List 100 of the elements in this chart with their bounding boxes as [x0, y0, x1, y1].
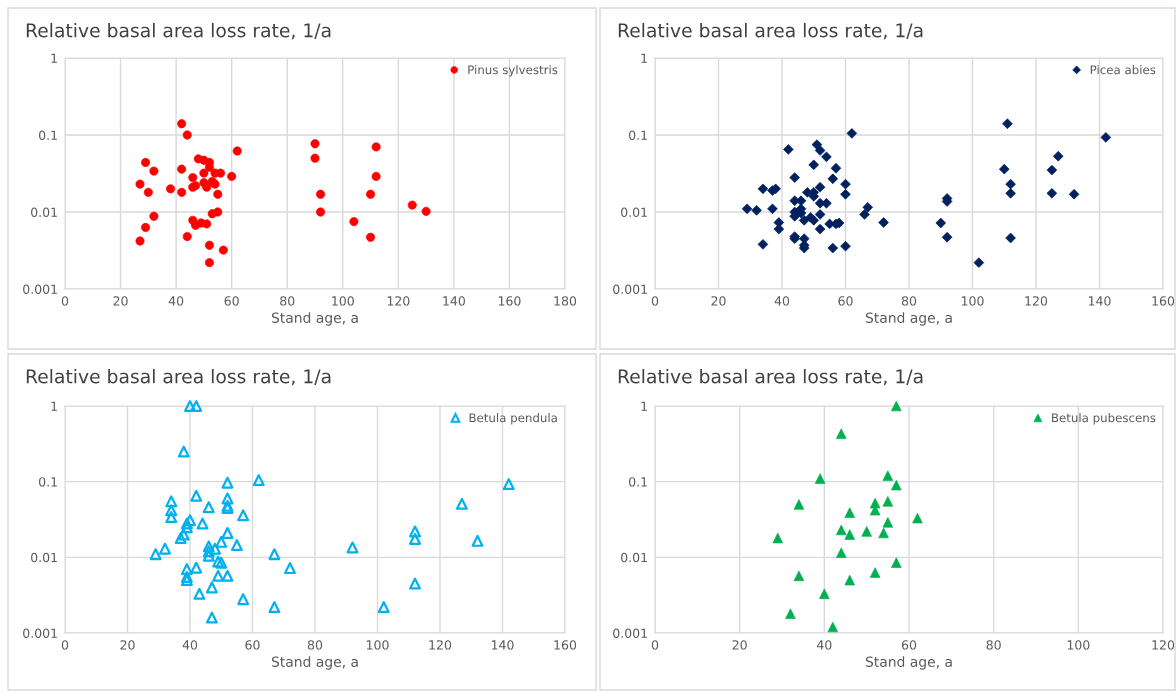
x-tick-label: 80	[986, 640, 1001, 650]
point	[165, 504, 178, 517]
x-tick-label: 140	[1088, 296, 1111, 306]
chart-title: Relative basal area loss rate, 1/a	[26, 368, 331, 386]
point	[177, 528, 190, 541]
point	[177, 445, 190, 458]
x-axis-title: Stand age, a	[865, 312, 952, 326]
chart-title: Relative basal area loss rate, 1/a	[26, 22, 331, 40]
y-tick-label: 0.1	[629, 130, 647, 140]
point	[184, 400, 196, 412]
point	[268, 548, 281, 561]
x-tick-label: 80	[280, 296, 295, 306]
y-tick-label: 0.01	[621, 207, 647, 217]
x-axis-title: Stand age, a	[271, 656, 358, 670]
y-tick-label: 1	[641, 53, 647, 63]
point	[221, 569, 234, 582]
y-tick-label: 1	[51, 401, 57, 411]
x-tick-label: 20	[120, 640, 135, 650]
y-tick-label: 0.001	[23, 284, 57, 294]
point	[190, 561, 203, 574]
x-tick-label: 0	[61, 640, 69, 650]
x-tick-label: 160	[554, 640, 577, 650]
point	[180, 563, 193, 576]
point	[205, 611, 218, 624]
point	[202, 540, 215, 553]
x-tick-label: 60	[838, 296, 853, 306]
y-tick-label: 0.1	[39, 130, 57, 140]
point	[471, 534, 484, 547]
point	[196, 517, 209, 530]
point	[174, 532, 187, 544]
legend-label: Picea abies	[1090, 65, 1156, 75]
x-tick-label: 20	[711, 296, 726, 306]
y-tick-label: 0.001	[613, 628, 647, 638]
x-tick-label: 0	[651, 640, 659, 650]
x-tick-label: 120	[1152, 640, 1175, 650]
legend-label: Betula pendula	[469, 413, 557, 425]
point	[212, 569, 225, 582]
point	[237, 509, 250, 522]
point	[221, 492, 234, 505]
y-tick-label: 0.1	[629, 477, 647, 487]
x-tick-label: 180	[554, 296, 577, 306]
x-tick-label: 0	[651, 296, 659, 306]
x-tick-label: 120	[1025, 296, 1048, 306]
point	[165, 511, 178, 524]
x-tick-label: 0	[61, 296, 69, 306]
point	[284, 562, 296, 575]
point	[159, 542, 171, 555]
x-tick-label: 100	[961, 296, 984, 306]
point	[455, 497, 468, 510]
x-tick-label: 20	[113, 296, 128, 306]
point	[180, 517, 193, 530]
point	[149, 548, 162, 561]
point	[202, 549, 215, 562]
y-tick-label: 0.001	[613, 284, 647, 294]
point	[190, 400, 203, 412]
y-tick-label: 0.1	[39, 477, 57, 487]
chart-title: Relative basal area loss rate, 1/a	[618, 368, 923, 386]
x-tick-label: 100	[366, 640, 389, 650]
point	[230, 539, 243, 552]
y-tick-label: 0.001	[23, 628, 57, 638]
point	[409, 532, 421, 545]
point	[180, 574, 193, 587]
x-tick-label: 40	[168, 296, 184, 306]
point	[409, 525, 421, 538]
point	[377, 601, 390, 614]
legend-label: Betula pubescens	[1052, 413, 1156, 425]
y-tick-label: 1	[51, 53, 57, 63]
point	[252, 474, 265, 487]
x-tick-label: 60	[245, 640, 260, 650]
x-tick-label: 60	[901, 640, 917, 650]
x-tick-label: 80	[307, 640, 323, 650]
x-tick-label: 160	[1152, 296, 1175, 306]
x-tick-label: 100	[332, 296, 354, 306]
legend-label: Pinus sylvestris	[468, 65, 558, 77]
x-tick-label: 120	[429, 640, 452, 650]
x-tick-label: 40	[816, 640, 832, 650]
point	[215, 535, 228, 548]
point	[209, 542, 221, 555]
point	[165, 495, 178, 508]
point	[202, 501, 215, 514]
x-tick-label: 140	[443, 296, 465, 306]
x-axis-title: Stand age, a	[271, 312, 358, 326]
y-tick-label: 0.01	[31, 552, 57, 563]
point	[190, 489, 203, 502]
y-tick-label: 0.01	[621, 552, 647, 563]
point	[268, 601, 281, 614]
x-tick-label: 140	[491, 640, 514, 650]
x-axis-title: Stand age, a	[865, 656, 952, 670]
x-tick-label: 120	[387, 296, 410, 306]
point	[502, 478, 515, 491]
point	[205, 581, 218, 594]
x-tick-label: 20	[732, 640, 747, 650]
point	[221, 476, 234, 489]
point	[202, 545, 215, 558]
chart-title: Relative basal area loss rate, 1/a	[618, 22, 923, 40]
x-tick-label: 100	[1067, 640, 1090, 650]
x-tick-label: 160	[498, 296, 521, 306]
x-tick-label: 60	[224, 296, 239, 306]
point	[221, 526, 234, 539]
point	[346, 541, 359, 554]
